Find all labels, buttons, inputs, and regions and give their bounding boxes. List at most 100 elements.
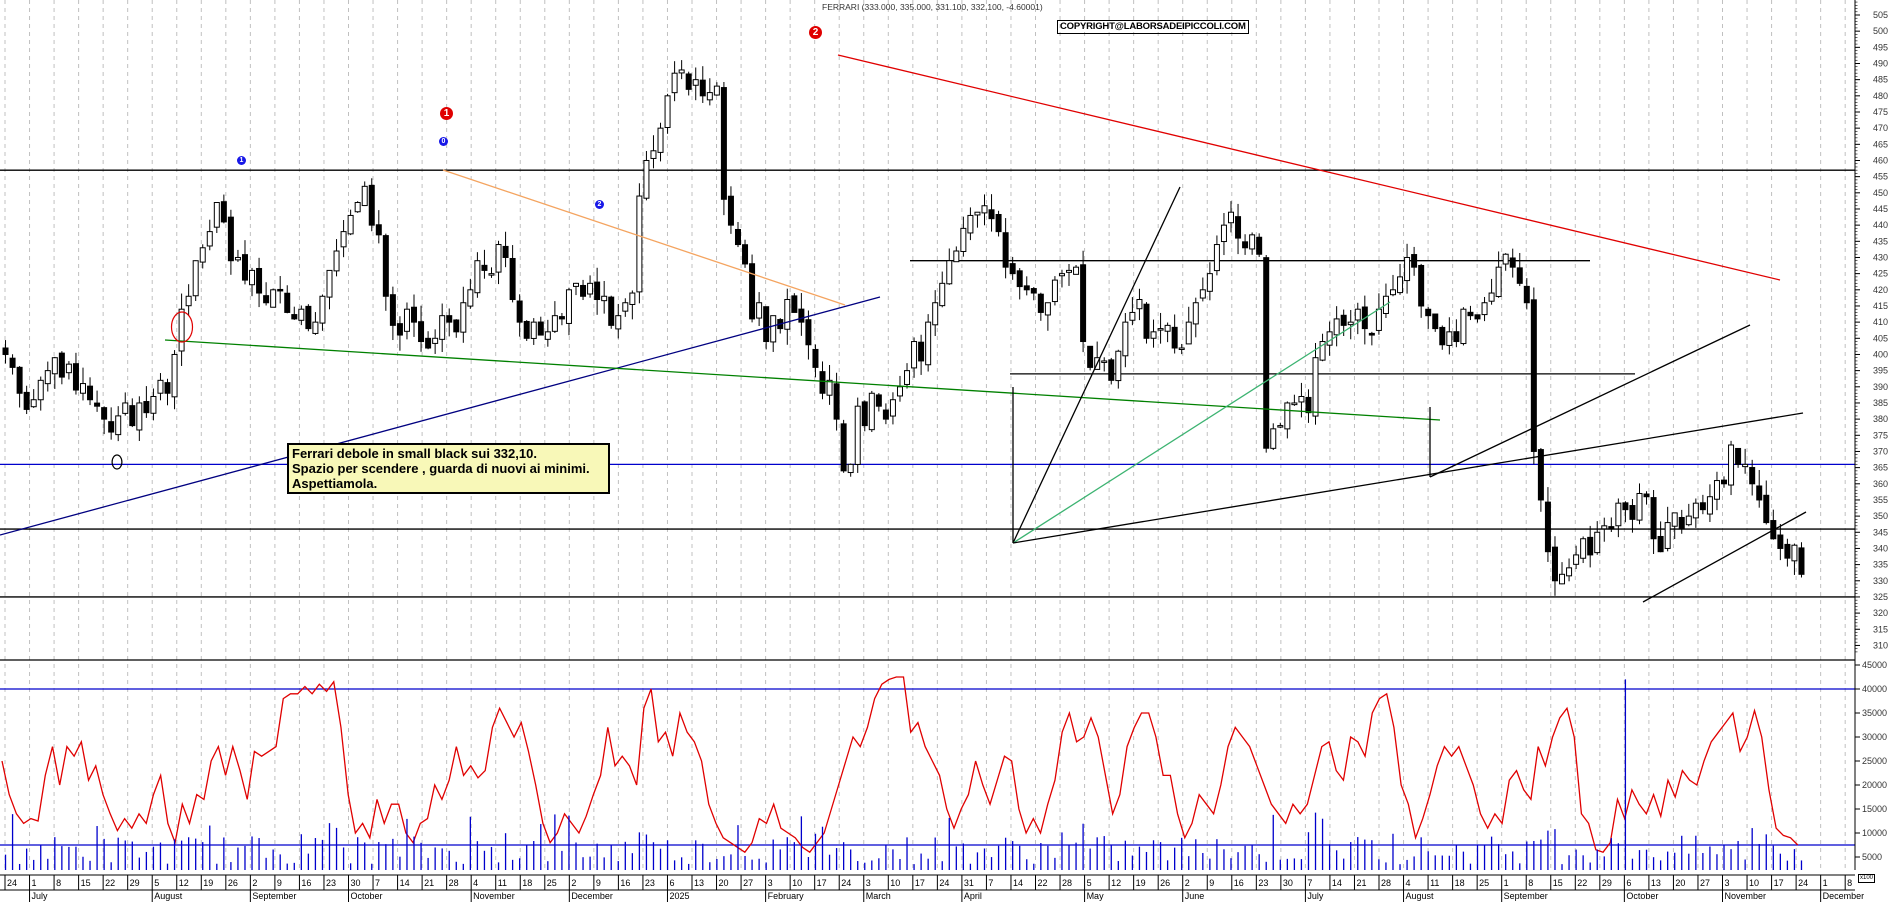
svg-text:28: 28 bbox=[1381, 878, 1391, 888]
svg-text:July: July bbox=[32, 891, 49, 901]
svg-text:20000: 20000 bbox=[1862, 780, 1887, 790]
svg-text:8: 8 bbox=[1528, 878, 1533, 888]
svg-text:385: 385 bbox=[1873, 398, 1888, 408]
svg-text:19: 19 bbox=[203, 878, 213, 888]
svg-text:30000: 30000 bbox=[1862, 732, 1887, 742]
svg-text:26: 26 bbox=[1160, 878, 1170, 888]
svg-text:25000: 25000 bbox=[1862, 756, 1887, 766]
svg-text:25: 25 bbox=[547, 878, 557, 888]
svg-text:9: 9 bbox=[1209, 878, 1214, 888]
svg-text:18: 18 bbox=[1455, 878, 1465, 888]
svg-text:2: 2 bbox=[252, 878, 257, 888]
svg-text:390: 390 bbox=[1873, 382, 1888, 392]
volume-scale-label: x100 bbox=[1858, 874, 1876, 883]
svg-text:315: 315 bbox=[1873, 624, 1888, 634]
svg-text:420: 420 bbox=[1873, 285, 1888, 295]
note-line: Aspettiamola. bbox=[292, 476, 378, 491]
svg-text:375: 375 bbox=[1873, 430, 1888, 440]
svg-text:460: 460 bbox=[1873, 155, 1888, 165]
svg-text:15: 15 bbox=[81, 878, 91, 888]
svg-text:20: 20 bbox=[1675, 878, 1685, 888]
svg-text:21: 21 bbox=[424, 878, 434, 888]
svg-text:October: October bbox=[351, 891, 383, 901]
annotation-circles bbox=[111, 311, 194, 470]
oscillator-pane bbox=[1, 676, 1799, 854]
svg-text:22: 22 bbox=[1038, 878, 1048, 888]
copyright-label: COPYRIGHT@LABORSADEIPICCOLI.COM bbox=[1057, 20, 1249, 34]
svg-text:3: 3 bbox=[1725, 878, 1730, 888]
svg-text:12: 12 bbox=[179, 878, 189, 888]
svg-text:10: 10 bbox=[792, 878, 802, 888]
svg-text:7: 7 bbox=[1307, 878, 1312, 888]
trendlines bbox=[0, 54, 1807, 603]
svg-text:24: 24 bbox=[841, 878, 851, 888]
svg-text:4: 4 bbox=[473, 878, 478, 888]
svg-text:380: 380 bbox=[1873, 414, 1888, 424]
svg-text:2025: 2025 bbox=[669, 891, 689, 901]
svg-text:1: 1 bbox=[1823, 878, 1828, 888]
svg-text:7: 7 bbox=[375, 878, 380, 888]
svg-text:325: 325 bbox=[1873, 592, 1888, 602]
svg-text:18: 18 bbox=[522, 878, 532, 888]
svg-text:August: August bbox=[154, 891, 183, 901]
svg-text:11: 11 bbox=[498, 878, 507, 888]
svg-text:340: 340 bbox=[1873, 543, 1888, 553]
svg-text:24: 24 bbox=[1798, 878, 1808, 888]
svg-text:December: December bbox=[1823, 891, 1865, 901]
svg-text:395: 395 bbox=[1873, 366, 1888, 376]
svg-text:495: 495 bbox=[1873, 42, 1888, 52]
svg-text:23: 23 bbox=[1258, 878, 1268, 888]
svg-text:485: 485 bbox=[1873, 75, 1888, 85]
svg-text:19: 19 bbox=[1136, 878, 1146, 888]
svg-text:430: 430 bbox=[1873, 252, 1888, 262]
svg-text:350: 350 bbox=[1873, 511, 1888, 521]
svg-text:29: 29 bbox=[130, 878, 140, 888]
svg-text:10: 10 bbox=[1749, 878, 1759, 888]
svg-text:5: 5 bbox=[154, 878, 159, 888]
svg-text:17: 17 bbox=[915, 878, 925, 888]
svg-text:November: November bbox=[473, 891, 515, 901]
svg-text:September: September bbox=[252, 891, 296, 901]
svg-text:365: 365 bbox=[1873, 463, 1888, 473]
svg-text:October: October bbox=[1626, 891, 1658, 901]
svg-text:3: 3 bbox=[866, 878, 871, 888]
svg-text:330: 330 bbox=[1873, 576, 1888, 586]
svg-text:7: 7 bbox=[988, 878, 993, 888]
svg-text:July: July bbox=[1307, 891, 1324, 901]
svg-text:360: 360 bbox=[1873, 479, 1888, 489]
svg-text:12: 12 bbox=[1111, 878, 1121, 888]
svg-text:310: 310 bbox=[1873, 640, 1888, 650]
svg-text:September: September bbox=[1504, 891, 1548, 901]
svg-text:30: 30 bbox=[351, 878, 361, 888]
svg-text:28: 28 bbox=[449, 878, 459, 888]
svg-text:320: 320 bbox=[1873, 608, 1888, 618]
svg-text:10000: 10000 bbox=[1862, 828, 1887, 838]
svg-text:21: 21 bbox=[1356, 878, 1366, 888]
svg-text:400: 400 bbox=[1873, 349, 1888, 359]
svg-text:1: 1 bbox=[32, 878, 37, 888]
svg-text:14: 14 bbox=[400, 878, 410, 888]
wave-marker-red: 2 bbox=[809, 26, 822, 39]
svg-text:425: 425 bbox=[1873, 269, 1888, 279]
svg-text:505: 505 bbox=[1873, 10, 1888, 20]
svg-text:14: 14 bbox=[1013, 878, 1023, 888]
svg-text:26: 26 bbox=[228, 878, 238, 888]
svg-text:6: 6 bbox=[669, 878, 674, 888]
svg-text:9: 9 bbox=[277, 878, 282, 888]
horizontal-levels bbox=[0, 169, 1855, 846]
svg-text:8: 8 bbox=[1847, 878, 1852, 888]
svg-text:22: 22 bbox=[105, 878, 115, 888]
svg-text:22: 22 bbox=[1577, 878, 1587, 888]
vertical-grid bbox=[4, 0, 1846, 870]
svg-text:23: 23 bbox=[326, 878, 336, 888]
volume-bars bbox=[4, 679, 1803, 870]
svg-text:28: 28 bbox=[1062, 878, 1072, 888]
svg-text:5000: 5000 bbox=[1862, 852, 1882, 862]
wave-marker-blue: 0 bbox=[439, 137, 448, 146]
price-axis: 310 315 320 325 330 335 340 345 350 355 360 365 370 3… bbox=[1854, 0, 1888, 870]
svg-text:45000: 45000 bbox=[1862, 660, 1887, 670]
svg-text:5: 5 bbox=[1087, 878, 1092, 888]
svg-text:May: May bbox=[1087, 891, 1105, 901]
svg-text:445: 445 bbox=[1873, 204, 1888, 214]
svg-text:25: 25 bbox=[1479, 878, 1489, 888]
